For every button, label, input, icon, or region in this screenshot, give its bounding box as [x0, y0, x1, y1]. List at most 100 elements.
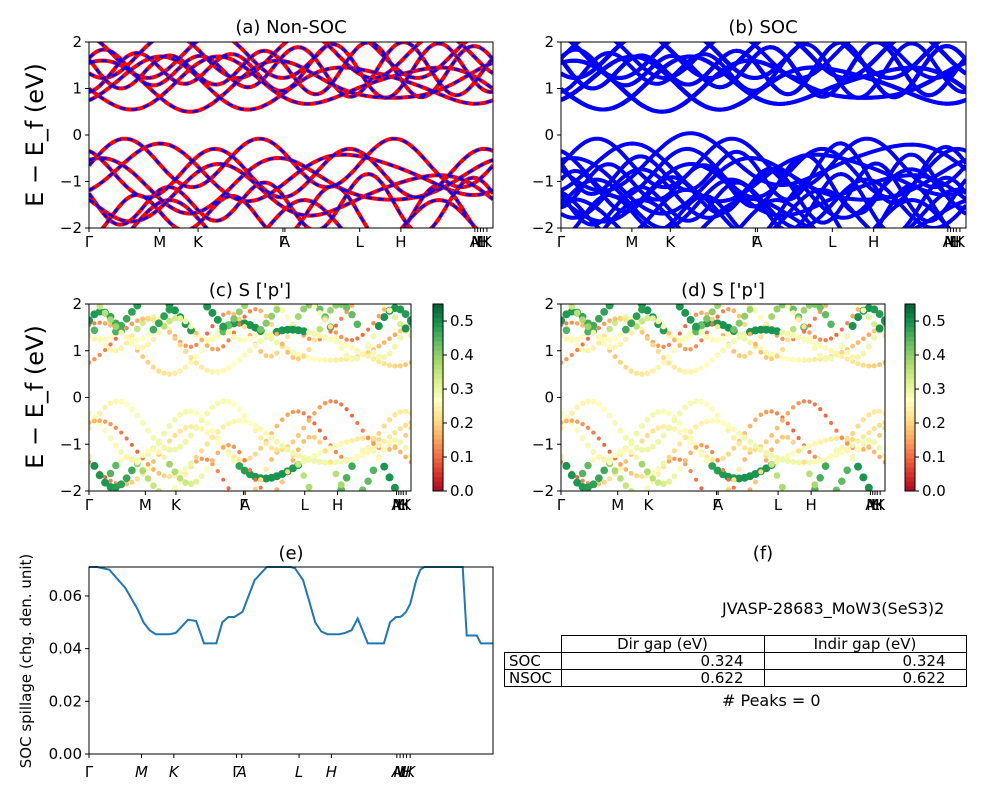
- projection-point: [655, 318, 662, 325]
- projection-point: [763, 458, 769, 463]
- projection-point: [253, 477, 258, 482]
- projection-point: [774, 411, 780, 416]
- projection-point: [623, 317, 629, 323]
- projection-point: [649, 411, 656, 418]
- projection-point: [693, 445, 699, 450]
- projection-point: [403, 422, 409, 428]
- projection-point: [855, 438, 861, 444]
- projection-point: [258, 445, 264, 451]
- projection-point: [134, 476, 140, 482]
- gap-table-cell: 0.324: [763, 652, 967, 670]
- projection-point: [215, 429, 221, 435]
- projection-point: [677, 331, 682, 336]
- projection-point: [386, 434, 393, 440]
- projection-point: [274, 331, 280, 337]
- projection-point: [845, 321, 850, 326]
- panel-b-title: (b) SOC: [728, 17, 797, 38]
- projection-point: [129, 479, 135, 485]
- band-line: [89, 59, 493, 114]
- projection-point: [339, 316, 344, 321]
- colorbar-segment: [905, 378, 915, 384]
- projection-point: [725, 342, 732, 349]
- projection-point: [360, 428, 365, 433]
- projection-point: [295, 447, 301, 453]
- projection-point: [600, 466, 609, 475]
- projection-point: [827, 320, 835, 329]
- projection-point: [166, 446, 173, 453]
- panel-d-points: [561, 304, 885, 491]
- projection-point: [89, 460, 92, 465]
- projection-point: [332, 304, 340, 309]
- band-line: [561, 171, 966, 228]
- projection-point: [392, 444, 398, 450]
- colorbar-segment: [905, 416, 915, 422]
- projection-point: [365, 349, 371, 355]
- projection-point: [145, 462, 151, 467]
- projection-point: [682, 404, 689, 411]
- projection-point: [602, 442, 607, 447]
- projection-point: [612, 335, 618, 342]
- projection-point: [337, 481, 345, 489]
- projection-point: [710, 449, 715, 455]
- projection-point: [371, 441, 376, 446]
- projection-point: [688, 468, 693, 474]
- projection-point: [258, 477, 264, 483]
- projection-point: [102, 419, 108, 424]
- projection-point: [860, 362, 866, 368]
- projection-point: [226, 310, 231, 316]
- projection-point: [780, 418, 785, 423]
- projection-point: [408, 459, 411, 465]
- projection-point: [108, 322, 113, 328]
- projection-point: [731, 308, 737, 314]
- panel-c-colorbar: 0.5 0.4 0.3 0.2 0.1 0.0: [432, 303, 474, 500]
- projection-point: [628, 368, 634, 374]
- projection-point: [242, 458, 247, 463]
- projection-point: [306, 336, 312, 342]
- projection-point: [127, 307, 136, 316]
- colorbar-segment: [905, 355, 915, 361]
- projection-point: [736, 334, 743, 341]
- projection-point: [349, 345, 355, 351]
- projection-point: [117, 480, 126, 489]
- projection-point: [844, 333, 851, 340]
- projection-point: [573, 309, 581, 317]
- projection-point: [687, 435, 694, 441]
- y-tick-label: 1: [544, 342, 554, 360]
- projection-point: [811, 481, 819, 489]
- projection-point: [311, 452, 318, 459]
- projection-point: [828, 436, 834, 442]
- projection-point: [822, 356, 829, 363]
- projection-point: [247, 309, 253, 314]
- colorbar-segment: [905, 392, 915, 398]
- projection-point: [585, 442, 591, 449]
- x-tick-label: Γ: [279, 233, 288, 251]
- projection-point: [171, 485, 178, 491]
- projection-point: [644, 485, 651, 491]
- projection-point: [204, 420, 210, 427]
- projection-point: [268, 353, 275, 359]
- projection-point: [822, 437, 829, 444]
- projection-point: [807, 449, 812, 455]
- projection-point: [746, 306, 754, 313]
- projection-point: [677, 441, 683, 447]
- projection-point: [660, 359, 667, 366]
- projection-point: [209, 369, 216, 375]
- band-line: [561, 54, 966, 112]
- projection-point: [742, 457, 748, 462]
- projection-point: [644, 416, 651, 423]
- projection-point: [612, 354, 618, 360]
- projection-point: [182, 465, 189, 472]
- projection-point: [360, 332, 365, 337]
- projection-point: [661, 344, 666, 349]
- y-tick-label: 2: [544, 295, 554, 313]
- projection-point: [666, 410, 672, 417]
- projection-point: [839, 349, 845, 355]
- projection-point: [617, 331, 624, 338]
- projection-point: [644, 432, 651, 439]
- projection-point: [882, 420, 885, 426]
- projection-point: [381, 438, 387, 444]
- projection-point: [790, 439, 796, 445]
- projection-point: [871, 328, 877, 334]
- band-line: [89, 42, 493, 100]
- projection-point: [779, 329, 786, 336]
